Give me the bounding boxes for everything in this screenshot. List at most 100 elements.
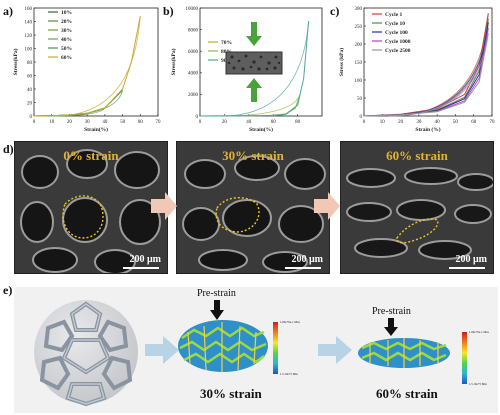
sem-scalebar-60 [449,267,485,269]
x-tick-label: 10 [49,120,55,125]
x-tick-label: 40 [246,120,252,125]
x-tick-label: 80 [295,120,301,125]
y-tick-label: 0 [196,115,199,120]
x-tick-label: 70 [156,120,162,125]
panel-label-a: a) [3,4,13,18]
arrow-right-icon [145,336,179,364]
deformed-model-30 [178,320,268,372]
pore-outline [62,195,104,239]
series-line [199,20,310,117]
compression-arrow-bottom-icon [246,78,262,102]
legend-entry: Cycle 1 [385,12,403,18]
x-tick-label: 30 [85,120,91,125]
pore-outline [396,218,439,244]
truncated-icosahedron-model [34,300,138,407]
sem-title-60: 60% strain [386,148,448,163]
panel-label-d: d) [3,142,14,156]
y-tick-label: 200 [355,43,363,48]
sem-scale-0: 200 μm [129,254,162,265]
pre-strain-label-1: Pre-strain [197,288,236,299]
y-tick-label: 6000 [188,50,199,55]
legend-entry: 20% [61,19,72,25]
sem-image-60: 60% strain 200 μm [340,141,494,274]
y-tick-label: 8000 [188,28,199,33]
x-tick-label: 40 [102,120,108,125]
y-tick-label: 150 [355,61,363,66]
legend-entry: Cycle 10 [385,21,405,27]
legend-entry: 60% [61,55,72,61]
arrow-down-icon [384,318,398,336]
x-tick-label: 40 [435,120,441,125]
x-tick-label: 50 [453,120,459,125]
legend-entry: 10% [61,10,72,16]
pore-outline [215,197,260,233]
x-tick-label: 60 [471,120,477,125]
plot-frame [33,7,159,117]
x-tick-label: 20 [67,120,73,125]
y-tick-label: 160 [25,7,33,12]
foam-compression-inset [225,22,283,102]
x-tick-label: 0 [363,120,366,125]
sem-scale-60: 200 μm [455,254,488,265]
colorbar-30 [273,322,278,374]
y-tick-label: 100 [25,47,33,52]
y-tick-label: 40 [27,88,33,93]
y-tick-label: 4000 [188,72,199,77]
caption-60-strain: 60% strain [376,386,438,401]
x-tick-label: 0 [33,120,36,125]
y-tick-label: 10000 [186,7,199,12]
legend-entry: Cycle 2500 [385,48,411,54]
y-tick-label: 60 [27,74,33,79]
x-axis-label: Strain (%) [415,126,440,133]
arrow-right-icon [314,192,340,220]
arrow-right-icon [318,336,352,364]
sem-image-30: 30% strain 200 μm [176,141,330,274]
colorbar-60-min: 1.5.10e+5 Min [469,382,487,386]
sem-scalebar-30 [285,267,321,269]
y-axis-label: Stress(kPa) [12,48,19,75]
sem-image-0: 0% strain 200 μm [14,141,168,274]
series-unload-line [388,33,489,117]
legend-entry: 70% [221,40,232,46]
legend-entry: 30% [61,28,72,34]
x-axis-label: Strain(%) [84,126,108,133]
x-axis-label: Strain(%) [249,126,273,133]
colorbar-30-max: 1.00e+0e-1 Max [280,320,300,324]
series-line [363,33,489,117]
legend-entry: Cycle 100 [385,30,408,36]
y-tick-label: 50 [357,97,363,102]
sem-scale-30: 200 μm [291,254,324,265]
deformed-model-60 [358,338,450,368]
y-axis-label: Stress(kPa) [170,48,177,75]
sem-scalebar-0 [123,267,159,269]
arrow-right-icon [151,192,177,220]
compression-arrow-top-icon [246,22,262,46]
x-tick-label: 10 [380,120,386,125]
x-tick-label: 30 [416,120,422,125]
caption-30-strain: 30% strain [200,386,262,401]
y-tick-label: 120 [25,34,33,39]
legend-entry: 50% [61,46,72,52]
y-axis-label: Stress (kPa) [338,48,345,76]
y-tick-label: 300 [355,7,363,12]
series-unload-line [55,16,141,117]
colorbar-30-min: 1.5.10e+5 Min [280,372,298,376]
x-tick-label: 20 [398,120,404,125]
colorbar-60 [462,332,467,384]
y-tick-label: 0 [30,115,33,120]
legend-entry: 40% [61,37,72,43]
y-tick-label: 2000 [188,93,199,98]
y-tick-label: 80 [27,61,33,66]
colorbar-60-max: 1.00e+0e-1 Max [469,330,489,334]
plot-frame [363,7,493,117]
pre-strain-label-2: Pre-strain [372,306,411,317]
x-tick-label: 60 [138,120,144,125]
y-tick-label: 100 [355,79,363,84]
chart-a: 0 10 20 30 40 50 60 70 0 20 40 60 80 100 120 140 160 Stra… [12,7,162,133]
y-tick-label: 250 [355,25,363,30]
x-tick-label: 0 [199,120,202,125]
legend-entry: Cycle 1000 [385,39,411,45]
y-tick-label: 140 [25,20,33,25]
x-tick-label: 70 [490,120,496,125]
x-tick-label: 20 [222,120,228,125]
